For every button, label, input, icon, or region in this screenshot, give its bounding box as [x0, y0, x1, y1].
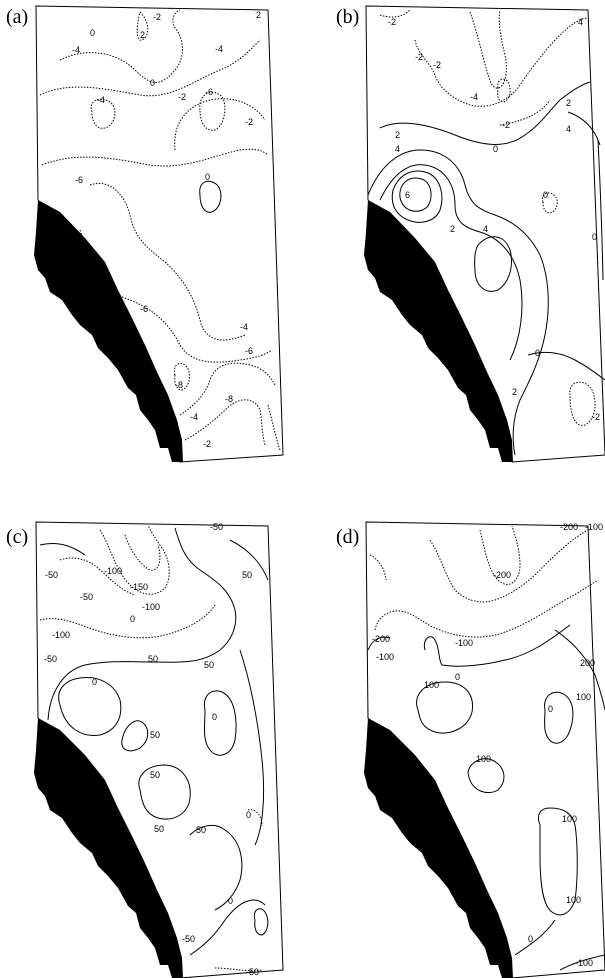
mountain-range-a	[34, 200, 183, 462]
contour-label-b-7: 4	[566, 124, 571, 134]
contour-label-c-20: 0	[228, 896, 233, 906]
contour-label-a-18: -8	[225, 394, 233, 404]
contour-label-c-5: -100	[142, 602, 160, 612]
contour-label-a-13: 0	[205, 172, 210, 182]
contour-label-c-9: 0	[130, 614, 135, 624]
contour-label-b-3: -2	[415, 52, 423, 62]
contour-label-b-14: 2	[450, 224, 455, 234]
contour-label-d-9: 200	[580, 658, 595, 668]
contour-label-b-15: 4	[483, 224, 488, 234]
contour-label-a-15: -4	[240, 322, 248, 332]
contour-label-d-14: 100	[566, 895, 581, 905]
contour-label-a-11: -2	[245, 117, 253, 127]
contour-label-d-3: -200	[493, 570, 511, 580]
contour-label-b-9: 0	[493, 144, 498, 154]
contour-label-b-13: 0	[543, 190, 548, 200]
contour-label-d-4: -200	[372, 634, 390, 644]
contour-label-a-8: -2	[178, 92, 186, 102]
contour-label-b-18: 0	[535, 348, 540, 358]
contour-label-d-15: 0	[528, 934, 533, 944]
contour-label-a-6: -4	[215, 44, 223, 54]
contour-label-d-16: -100	[575, 958, 593, 968]
contour-label-c-22: -50	[246, 967, 259, 977]
contour-label-d-1: -200	[560, 522, 578, 532]
contour-label-b-19: -2	[592, 412, 600, 422]
contour-label-c-14: 0	[212, 712, 217, 722]
contour-label-a-20: -2	[203, 439, 211, 449]
contour-label-d-12: 100	[476, 754, 491, 764]
contour-label-d-8: 100	[424, 680, 439, 690]
mountain-range-d	[364, 718, 513, 978]
contour-label-c-8: -50	[44, 654, 57, 664]
contour-label-b-12: 6	[405, 190, 410, 200]
contour-label-c-2: -100	[104, 566, 122, 576]
contour-label-c-3: -150	[130, 582, 148, 592]
contour-label-a-7: 0	[150, 78, 155, 88]
contour-label-b-1: -2	[388, 17, 396, 27]
contour-label-c-4: -50	[80, 592, 93, 602]
contour-label-a-4: 0	[90, 28, 95, 38]
contour-label-c-12: 0	[92, 677, 97, 687]
contour-label-a-1: 2	[256, 10, 261, 20]
panel-b-label: (b)	[336, 6, 360, 28]
contour-label-b-8: -2	[502, 120, 510, 130]
contour-label-c-6: -50	[210, 522, 223, 532]
contour-label-b-10: 2	[395, 130, 400, 140]
contour-label-d-13: 100	[562, 814, 577, 824]
panel-a-label: (a)	[6, 6, 29, 28]
contour-label-c-10: 50	[148, 654, 158, 664]
contour-label-a-19: -4	[190, 412, 198, 422]
contour-label-b-4: -2	[433, 60, 441, 70]
contour-label-c-18: 50	[196, 825, 206, 835]
contour-label-a-5: -4	[72, 45, 80, 55]
contour-label-a-12: -6	[75, 175, 83, 185]
mountain-range-b	[364, 200, 513, 462]
contour-label-c-21: -50	[182, 934, 195, 944]
mountain-range-c	[34, 718, 183, 978]
contour-label-a-17: -8	[175, 380, 183, 390]
contour-label-d-7: 0	[455, 672, 460, 682]
contour-label-c-16: 50	[150, 770, 160, 780]
contour-label-c-13: 50	[150, 730, 160, 740]
contour-label-c-11: 50	[242, 570, 252, 580]
contour-label-c-1: -50	[45, 570, 58, 580]
contour-label-a-16: -6	[245, 346, 253, 356]
contour-label-b-16: 0	[592, 232, 597, 242]
contour-label-d-2: -100	[585, 522, 603, 532]
panel-c-label: (c)	[6, 526, 29, 548]
contour-label-c-7: -100	[52, 630, 70, 640]
contour-label-d-11: 100	[576, 692, 591, 702]
contour-label-a-3: 2	[140, 30, 145, 40]
contour-label-c-15: 50	[204, 660, 214, 670]
contour-label-a-10: -4	[97, 95, 105, 105]
contour-label-a-14: -6	[140, 304, 148, 314]
contour-label-a-9: -6	[205, 87, 213, 97]
contour-label-b-6: 2	[566, 98, 571, 108]
contour-label-b-11: 4	[395, 144, 400, 154]
contour-label-d-5: -100	[376, 652, 394, 662]
contour-label-c-17: 50	[154, 824, 164, 834]
contour-label-b-2: 4	[578, 17, 583, 27]
panel-d-label: (d)	[336, 526, 360, 548]
contour-label-a-2: -2	[153, 12, 161, 22]
contour-label-d-10: 0	[548, 704, 553, 714]
contour-label-b-5: -4	[470, 92, 478, 102]
contour-label-d-6: -100	[455, 638, 473, 648]
contour-label-b-17: 2	[512, 387, 517, 397]
contour-label-c-19: 0	[246, 810, 251, 820]
